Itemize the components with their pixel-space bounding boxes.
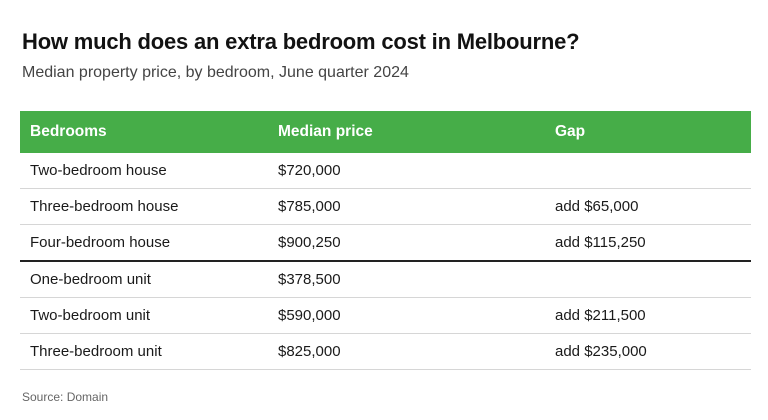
table-row: Two-bedroom unit $590,000 add $211,500 xyxy=(20,297,751,334)
table-row: One-bedroom unit $378,500 xyxy=(20,261,751,298)
table-row: Three-bedroom house $785,000 add $65,000 xyxy=(20,188,751,225)
cell-bedrooms: Four-bedroom house xyxy=(20,224,268,262)
cell-bedrooms: Three-bedroom unit xyxy=(20,333,268,370)
cell-median-price: $825,000 xyxy=(268,333,545,370)
cell-bedrooms: Three-bedroom house xyxy=(20,188,268,225)
cell-median-price: $900,250 xyxy=(268,224,545,262)
cell-gap: add $115,250 xyxy=(545,224,751,262)
header-gap: Gap xyxy=(555,123,586,140)
cell-gap xyxy=(545,153,751,189)
chart-title: How much does an extra bedroom cost in M… xyxy=(22,29,580,54)
cell-gap: add $211,500 xyxy=(545,297,751,334)
cell-median-price: $590,000 xyxy=(268,297,545,334)
table-row: Four-bedroom house $900,250 add $115,250 xyxy=(20,224,751,262)
header-median-price: Median price xyxy=(278,123,373,140)
price-table: Bedrooms Median price Gap Two-bedroom ho… xyxy=(20,111,751,370)
cell-gap: add $235,000 xyxy=(545,333,751,370)
cell-bedrooms: One-bedroom unit xyxy=(20,261,268,298)
cell-gap: add $65,000 xyxy=(545,188,751,225)
table-header-row: Bedrooms Median price Gap xyxy=(20,111,751,153)
cell-median-price: $378,500 xyxy=(268,261,545,298)
cell-bedrooms: Two-bedroom house xyxy=(20,153,268,189)
header-bedrooms: Bedrooms xyxy=(30,123,107,140)
cell-median-price: $785,000 xyxy=(268,188,545,225)
source-note: Source: Domain xyxy=(22,390,109,404)
cell-median-price: $720,000 xyxy=(268,153,545,189)
table-row: Two-bedroom house $720,000 xyxy=(20,153,751,189)
cell-bedrooms: Two-bedroom unit xyxy=(20,297,268,334)
chart-subtitle: Median property price, by bedroom, June … xyxy=(22,64,409,81)
cell-gap xyxy=(545,261,751,298)
table-row: Three-bedroom unit $825,000 add $235,000 xyxy=(20,333,751,370)
